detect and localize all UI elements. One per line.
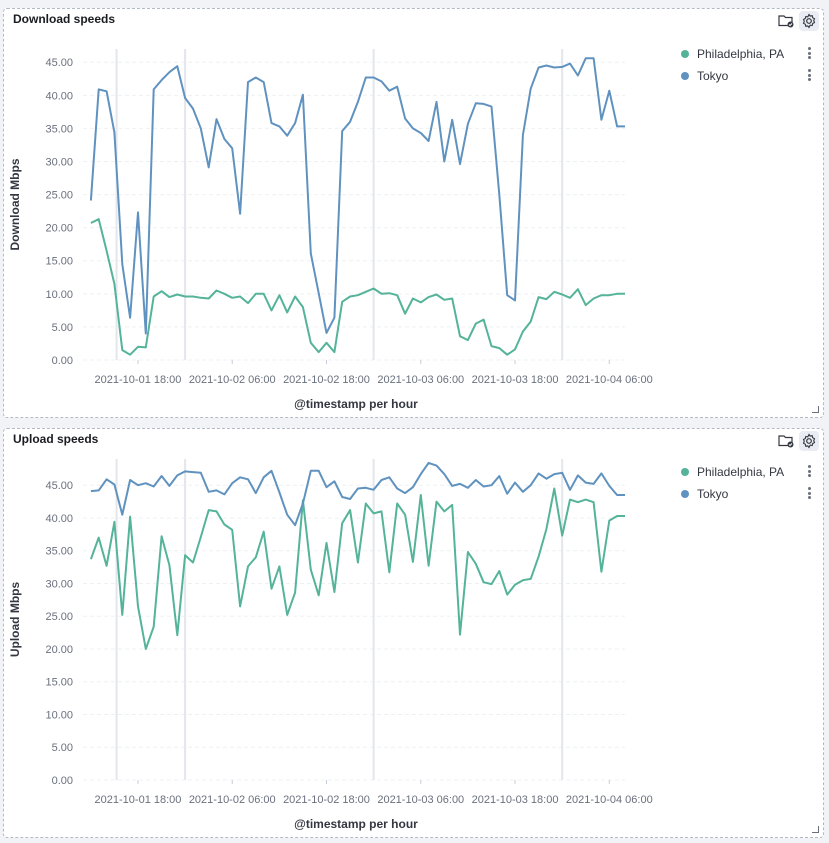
upload-speeds-chart: 0.00 5.00 10.00 15.00 20.00 25.00 30.00 35.00 40… — [8, 459, 653, 831]
y-tick-label: 10.00 — [45, 289, 73, 301]
download-speeds-panel: Download speeds 0.00 5.00 10.00 15.00 20.00 2… — [3, 8, 824, 418]
x-tick-label: 2021-10-02 18:00 — [283, 374, 370, 386]
download-speeds-chart: 0.00 5.00 10.00 15.00 20.00 25.00 30.00 35.00 40… — [8, 49, 653, 411]
legend-label: Philadelphia, PA — [697, 47, 785, 61]
x-tick-label: 2021-10-03 06:00 — [377, 794, 464, 806]
y-tick-label: 45.00 — [45, 480, 73, 492]
legend-item-tokyo[interactable]: Tokyo — [678, 483, 818, 505]
x-axis-title: @timestamp per hour — [294, 817, 418, 831]
gear-icon[interactable] — [799, 11, 819, 31]
x-tick-label: 2021-10-03 06:00 — [377, 374, 464, 386]
panel-actions — [776, 431, 819, 451]
y-tick-label: 0.00 — [52, 775, 73, 787]
more-vertical-icon[interactable] — [808, 47, 812, 61]
y-tick-label: 35.00 — [45, 123, 73, 135]
panel-title: Download speeds — [13, 12, 116, 26]
more-vertical-icon[interactable] — [808, 487, 812, 501]
x-tick-label: 2021-10-03 18:00 — [472, 374, 559, 386]
folder-check-icon[interactable] — [776, 11, 796, 31]
resize-handle-icon[interactable] — [812, 406, 819, 413]
y-axis-title: Download Mbps — [8, 158, 22, 250]
legend-item-tokyo[interactable]: Tokyo — [678, 65, 818, 87]
y-tick-label: 25.00 — [45, 611, 73, 623]
y-tick-label: 30.00 — [45, 578, 73, 590]
x-tick-label: 2021-10-02 18:00 — [283, 794, 370, 806]
legend-label: Philadelphia, PA — [697, 465, 785, 479]
folder-check-icon[interactable] — [776, 431, 796, 451]
resize-handle-icon[interactable] — [812, 826, 819, 833]
series-line-philadelphia — [89, 487, 625, 650]
chart-legend: Philadelphia, PA Tokyo — [678, 43, 818, 87]
x-tick-label: 2021-10-04 06:00 — [566, 374, 653, 386]
y-tick-label: 35.00 — [45, 546, 73, 558]
x-tick-label: 2021-10-02 06:00 — [189, 374, 276, 386]
more-vertical-icon[interactable] — [808, 69, 812, 83]
legend-item-philadelphia[interactable]: Philadelphia, PA — [678, 461, 818, 483]
legend-label: Tokyo — [697, 487, 729, 501]
legend-item-philadelphia[interactable]: Philadelphia, PA — [678, 43, 818, 65]
y-tick-label: 0.00 — [52, 355, 73, 367]
series-line-tokyo — [90, 461, 625, 527]
x-tick-label: 2021-10-03 18:00 — [472, 794, 559, 806]
y-axis-title: Upload Mbps — [8, 582, 22, 658]
series-line-tokyo — [89, 57, 625, 335]
x-tick-label: 2021-10-01 18:00 — [95, 794, 182, 806]
legend-dot-icon — [681, 72, 689, 80]
panel-actions — [776, 11, 819, 31]
y-tick-label: 45.00 — [45, 57, 73, 69]
panel-title: Upload speeds — [13, 432, 99, 446]
y-tick-label: 5.00 — [52, 322, 73, 334]
y-tick-label: 5.00 — [52, 742, 73, 754]
y-tick-label: 15.00 — [45, 256, 73, 268]
legend-label: Tokyo — [697, 69, 729, 83]
legend-dot-icon — [681, 50, 689, 58]
more-vertical-icon[interactable] — [808, 465, 812, 479]
upload-speeds-panel: Upload speeds 0.00 5.00 10.00 15.00 20.00 25.… — [3, 428, 824, 838]
legend-dot-icon — [681, 468, 689, 476]
legend-dot-icon — [681, 490, 689, 498]
series-line-philadelphia — [90, 218, 625, 356]
y-tick-label: 25.00 — [45, 190, 73, 202]
y-tick-label: 10.00 — [45, 709, 73, 721]
x-tick-label: 2021-10-01 18:00 — [95, 374, 182, 386]
x-axis-title: @timestamp per hour — [294, 397, 418, 411]
y-tick-label: 40.00 — [45, 90, 73, 102]
gear-icon[interactable] — [799, 431, 819, 451]
y-tick-label: 20.00 — [45, 644, 73, 656]
x-tick-label: 2021-10-02 06:00 — [189, 794, 276, 806]
chart-legend: Philadelphia, PA Tokyo — [678, 461, 818, 505]
y-tick-label: 15.00 — [45, 677, 73, 689]
y-tick-label: 40.00 — [45, 513, 73, 525]
y-tick-label: 20.00 — [45, 223, 73, 235]
y-tick-label: 30.00 — [45, 156, 73, 168]
x-tick-label: 2021-10-04 06:00 — [566, 794, 653, 806]
